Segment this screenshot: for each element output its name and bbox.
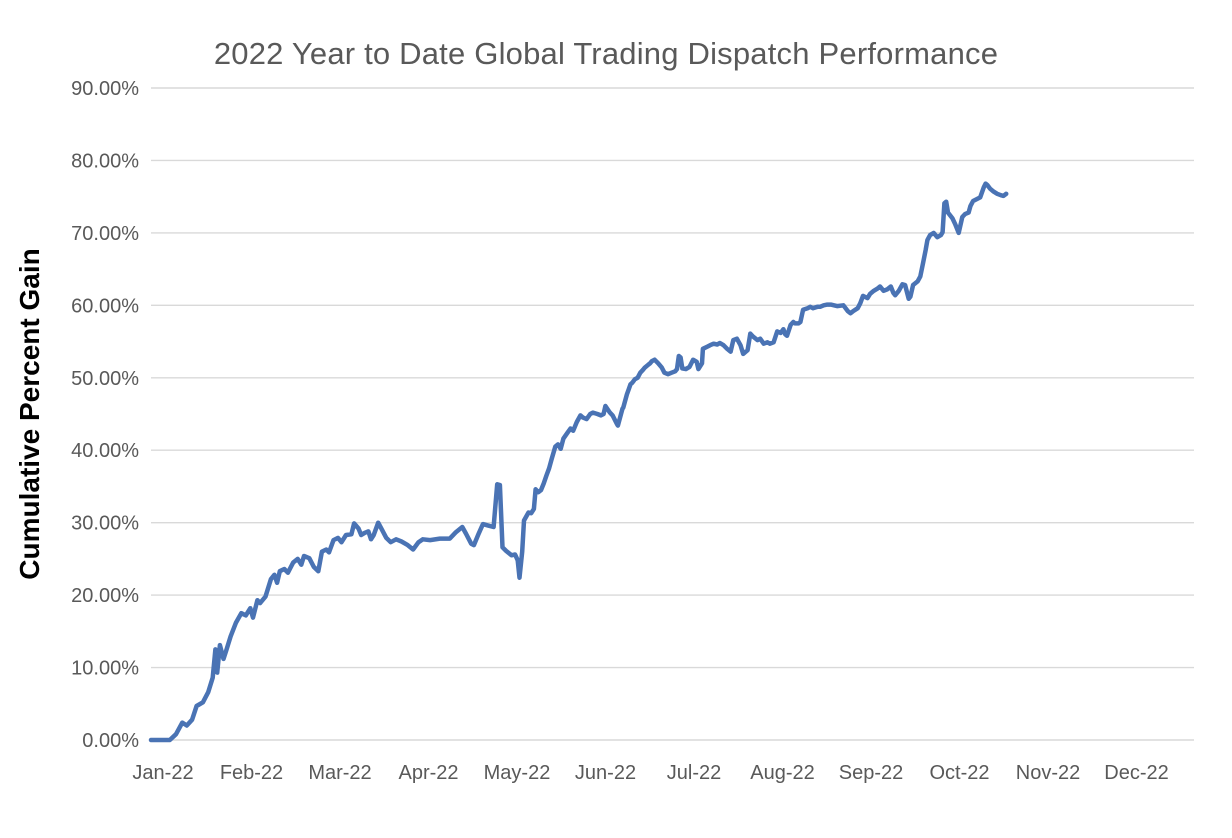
x-tick-label: Sep-22	[839, 762, 904, 784]
x-tick-label: Jun-22	[575, 762, 636, 784]
x-tick-label: Mar-22	[308, 762, 371, 784]
y-tick-label: 80.00%	[71, 150, 139, 172]
y-tick-label: 40.00%	[71, 440, 139, 462]
x-tick-label: Feb-22	[220, 762, 283, 784]
y-tick-label: 90.00%	[71, 78, 139, 100]
y-tick-label: 10.00%	[71, 658, 139, 680]
chart-title: 2022 Year to Date Global Trading Dispatc…	[213, 36, 999, 71]
y-tick-label: 60.00%	[71, 295, 139, 317]
y-tick-label: 50.00%	[71, 368, 139, 390]
x-tick-label: Aug-22	[750, 762, 815, 784]
x-tick-label: May-22	[484, 762, 551, 784]
x-tick-label: Jul-22	[667, 762, 721, 784]
y-tick-label: 0.00%	[82, 730, 139, 752]
x-tick-label: Oct-22	[929, 762, 989, 784]
performance-line	[148, 181, 1009, 743]
x-tick-label: Dec-22	[1104, 762, 1168, 784]
y-tick-label: 30.00%	[71, 513, 139, 535]
y-axis-title: Cumulative Percent Gain	[14, 248, 45, 580]
x-tick-label: Nov-22	[1016, 762, 1080, 784]
y-tick-label: 20.00%	[71, 585, 139, 607]
x-tick-label: Apr-22	[398, 762, 458, 784]
x-tick-label: Jan-22	[132, 762, 193, 784]
y-tick-label: 70.00%	[71, 223, 139, 245]
